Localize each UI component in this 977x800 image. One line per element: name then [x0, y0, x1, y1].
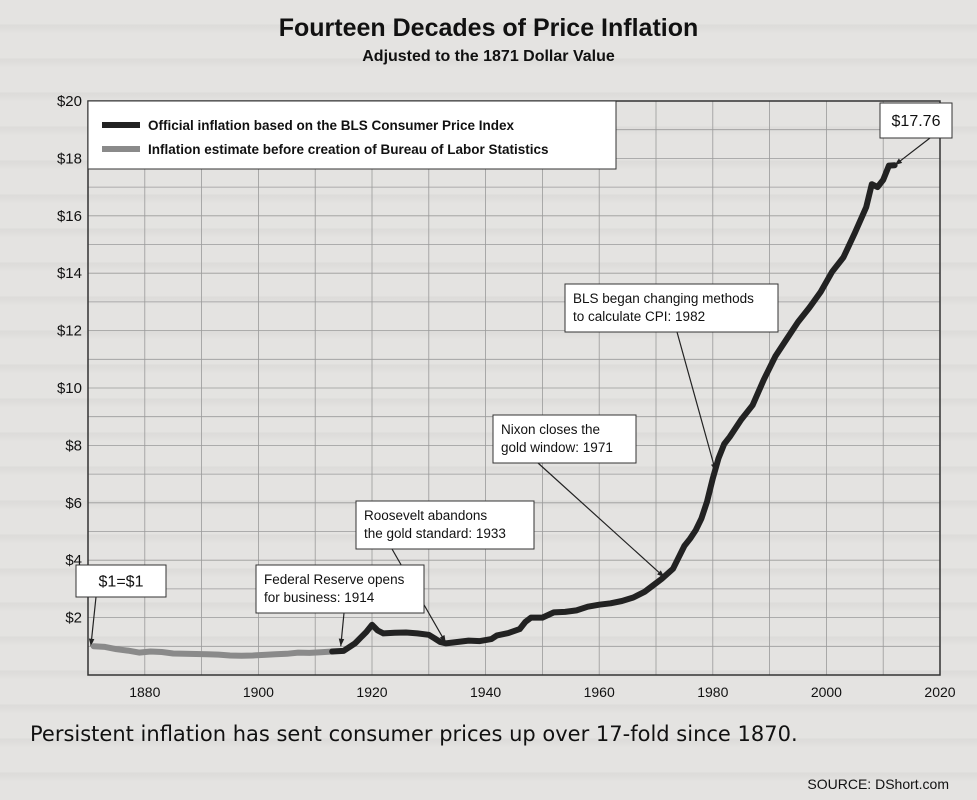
y-tick-label: $10 [57, 380, 82, 397]
annotation-text: BLS began changing methods [573, 291, 754, 306]
series-line-bls-cpi [329, 162, 898, 655]
annotation-text: Nixon closes the [501, 422, 600, 437]
annotation-box [879, 102, 953, 139]
annotation-leader-lines [88, 137, 931, 647]
x-tick-label: 2020 [924, 684, 955, 700]
annotation-box [75, 564, 167, 598]
annotation-text: $1=$1 [99, 574, 144, 591]
chart-subtitle: Adjusted to the 1871 Dollar Value [362, 48, 615, 65]
annotation-fdr: Roosevelt abandons the gold standard: 193… [355, 500, 535, 550]
annotations: $1=$1 Federal Reserve opens for business: … [75, 102, 953, 614]
annotation-text: $17.76 [892, 113, 941, 130]
annotation-box [564, 283, 779, 333]
chart-title: Fourteen Decades of Price Inflation [278, 14, 699, 42]
series-line-pre-bls [90, 643, 336, 659]
leader-bls [676, 331, 717, 472]
annotation-text: the gold standard: 1933 [364, 526, 506, 541]
x-tick-label: 1980 [697, 684, 728, 700]
x-tick-label: 1940 [470, 684, 501, 700]
annotation-bls: BLS began changing methods to calculate C… [564, 283, 779, 333]
y-tick-label: $14 [57, 265, 82, 282]
y-tick-label: $18 [57, 150, 82, 167]
annotation-text: gold window: 1971 [501, 440, 613, 455]
legend: Official inflation based on the BLS Cons… [87, 100, 617, 170]
annotation-box [255, 564, 425, 614]
horizontal-gridlines [88, 100, 940, 647]
annotation-text: for business: 1914 [264, 590, 375, 605]
annotation-text: Roosevelt abandons [364, 508, 487, 523]
annotation-box [492, 414, 637, 464]
legend-label: Inflation estimate before creation of Bu… [148, 142, 549, 157]
leader-start [90, 596, 97, 647]
annotation-nixon: Nixon closes the gold window: 1971 [492, 414, 637, 464]
source-credit: SOURCE: DShort.com [807, 776, 949, 792]
x-tick-label: 1880 [129, 684, 160, 700]
legend-label: Official inflation based on the BLS Cons… [148, 118, 515, 133]
x-tick-label: 1920 [356, 684, 387, 700]
annotation-text: to calculate CPI: 1982 [573, 309, 705, 324]
y-tick-label: $6 [65, 495, 82, 512]
x-tick-label: 1900 [243, 684, 274, 700]
annotation-fed: Federal Reserve opens for business: 1914 [255, 564, 425, 614]
y-tick-label: $8 [65, 437, 82, 454]
x-axis-tick-labels: 1880 1900 1920 1940 1960 1980 2000 2020 [129, 684, 956, 700]
arrowhead-fed [338, 638, 345, 647]
y-axis-tick-labels: $2$4$6$8$10$12$14$16$18$20 [57, 93, 82, 627]
x-tick-label: 1960 [584, 684, 615, 700]
legend-box [87, 100, 617, 170]
chart-caption: Persistent inflation has sent consumer p… [30, 722, 798, 746]
y-tick-label: $2 [65, 610, 82, 627]
annotation-start: $1=$1 [75, 564, 167, 598]
leader-nixon [537, 462, 665, 578]
annotation-box [355, 500, 535, 550]
annotation-end: $17.76 [879, 102, 953, 139]
annotation-text: Federal Reserve opens [264, 572, 405, 587]
x-tick-label: 2000 [811, 684, 842, 700]
y-tick-label: $16 [57, 208, 82, 225]
y-tick-label: $20 [57, 93, 82, 110]
data-series [90, 162, 898, 659]
arrowhead-start [88, 638, 95, 647]
y-tick-label: $12 [57, 323, 82, 340]
